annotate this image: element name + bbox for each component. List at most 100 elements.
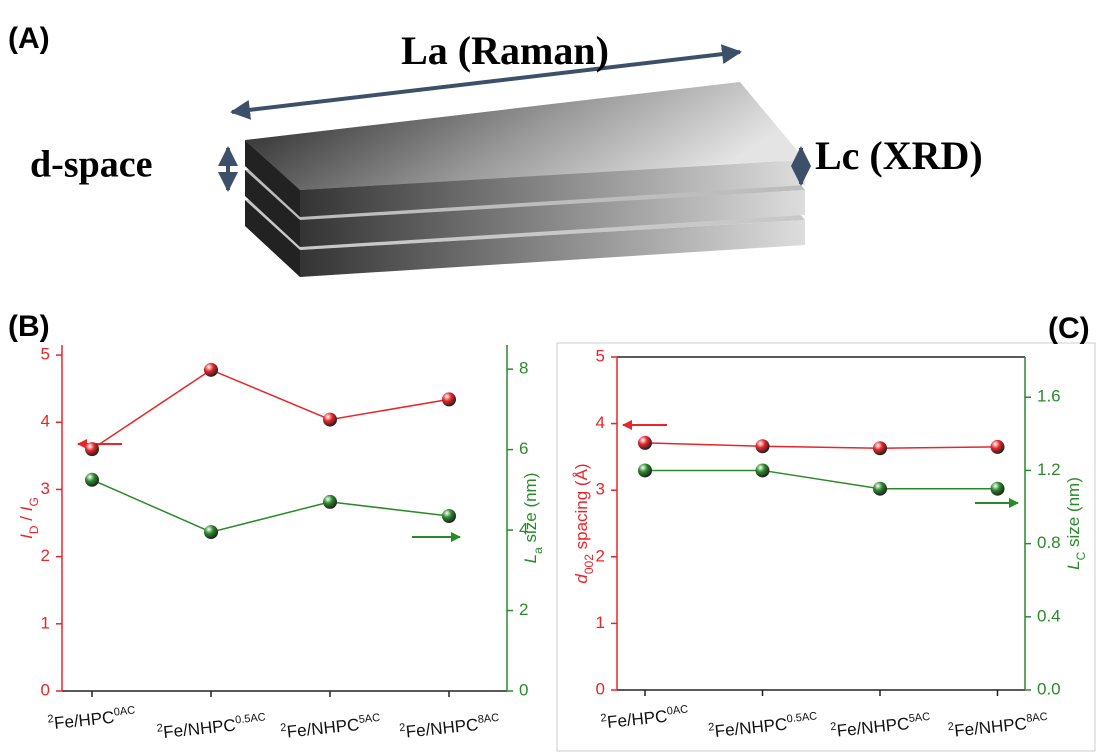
y2-tick-label: 1.2 [1037,460,1061,479]
axis-title-part: I [17,534,36,539]
category-prefix: 2 [47,713,54,726]
category-prefix: 2 [280,722,287,735]
data-point [755,463,770,478]
axis-title: ID / IG [17,497,41,539]
x-tick-label: 2Fe/NHPC0.5AC [708,710,819,742]
x-tick-label: 2Fe/HPC0AC [47,704,137,734]
axis-title-part: a [531,547,545,554]
y2-tick-label: 8 [519,359,528,378]
category-sup: 5AC [908,711,931,725]
data-point [323,494,337,509]
category-main: Fe/HPC [606,707,668,732]
data-point [85,472,99,487]
category-main: Fe/NHPC [286,715,360,741]
axis-title-part: L [521,554,540,563]
y-tick-label: 1 [41,613,50,632]
axis-title-part: 002 [582,554,596,574]
axis-title-part: size (nm) [521,473,540,548]
y-tick-label: 2 [596,546,605,565]
axis-title-part: I [17,506,36,511]
x-tick-label: 2Fe/NHPC8AC [947,711,1049,742]
y2-tick-label: 0.0 [1037,679,1061,698]
x-tick-label: 2Fe/NHPC0.5AC [156,711,267,743]
category-sup: 0AC [113,704,136,718]
axis-title-part: C [1074,551,1088,560]
series-line [91,479,450,533]
category-prefix: 2 [830,721,837,734]
category-sup: 0.5AC [235,711,267,726]
y-tick-label: 2 [41,546,50,565]
axis-title: La size (nm) [521,473,545,564]
category-prefix: 2 [600,712,607,725]
category-sup: 0.5AC [786,710,818,725]
data-point [873,441,887,456]
category-sup: 8AC [477,712,500,726]
y2-tick-label: 4 [519,520,528,539]
y-tick-label: 5 [41,345,50,364]
category-main: Fe/NHPC [953,714,1027,740]
axis-title: LC size (nm) [1064,477,1088,570]
y-tick-label: 3 [596,480,605,499]
y2-tick-label: 1.6 [1037,387,1061,406]
y-tick-label: 4 [596,413,605,432]
category-prefix: 2 [708,721,715,734]
data-point [323,412,337,427]
category-sup: 0AC [666,703,689,717]
y2-tick-label: 0.4 [1037,606,1061,625]
data-point [990,439,1005,454]
data-point [204,362,218,377]
y2-tick-label: 2 [519,600,528,619]
y-tick-label: 1 [596,613,605,632]
category-sup: 5AC [358,712,381,726]
axis-title-part: / [17,511,36,525]
x-tick-label: 2Fe/NHPC5AC [280,712,382,743]
lc-label: Lc (XRD) [815,133,983,178]
y-tick-label: 0 [596,679,605,698]
data-point [85,442,99,457]
category-prefix: 2 [156,722,163,735]
data-point [755,439,770,454]
axis-title-part: size (nm) [1064,477,1083,552]
category-prefix: 2 [399,722,406,735]
slab-stack [245,82,805,277]
category-main: Fe/NHPC [836,714,910,740]
d-label: d-space [30,144,152,186]
panel-frame [556,342,1096,752]
category-sup: 8AC [1026,711,1049,725]
y2-tick-label: 6 [519,439,528,458]
category-main: Fe/HPC [53,708,115,733]
series-line [91,369,450,450]
series-line [644,442,998,449]
axis-title-part: D [27,525,41,534]
data-point [442,392,456,407]
category-main: Fe/NHPC [162,716,236,742]
y-tick-label: 5 [596,346,605,365]
axis-title-part: G [27,497,41,506]
y-tick-label: 0 [41,680,50,699]
axis-title: d002 spacing (Å) [572,463,596,583]
data-point [873,481,887,496]
category-main: Fe/NHPC [714,715,788,741]
la-arrow [230,44,742,120]
data-point [638,435,652,450]
x-tick-label: 2Fe/HPC0AC [600,703,690,733]
x-tick-label: 2Fe/NHPC8AC [399,712,501,743]
data-point [990,481,1005,496]
la-label: La (Raman) [401,28,609,73]
y-tick-label: 4 [41,412,50,431]
panel-label: (B) [8,310,50,343]
x-tick-label: 2Fe/NHPC5AC [830,711,932,742]
category-prefix: 2 [947,721,954,734]
y2-tick-label: 0.8 [1037,533,1061,552]
axis-title-part: spacing (Å) [572,463,591,554]
y2-tick-label: 0 [519,680,528,699]
data-point [442,508,456,523]
category-main: Fe/NHPC [405,715,479,741]
axis-title-part: L [1064,560,1083,569]
y-tick-label: 3 [41,479,50,498]
data-point [204,525,218,540]
series-line [645,469,998,490]
panel-label: (C) [1048,312,1090,345]
